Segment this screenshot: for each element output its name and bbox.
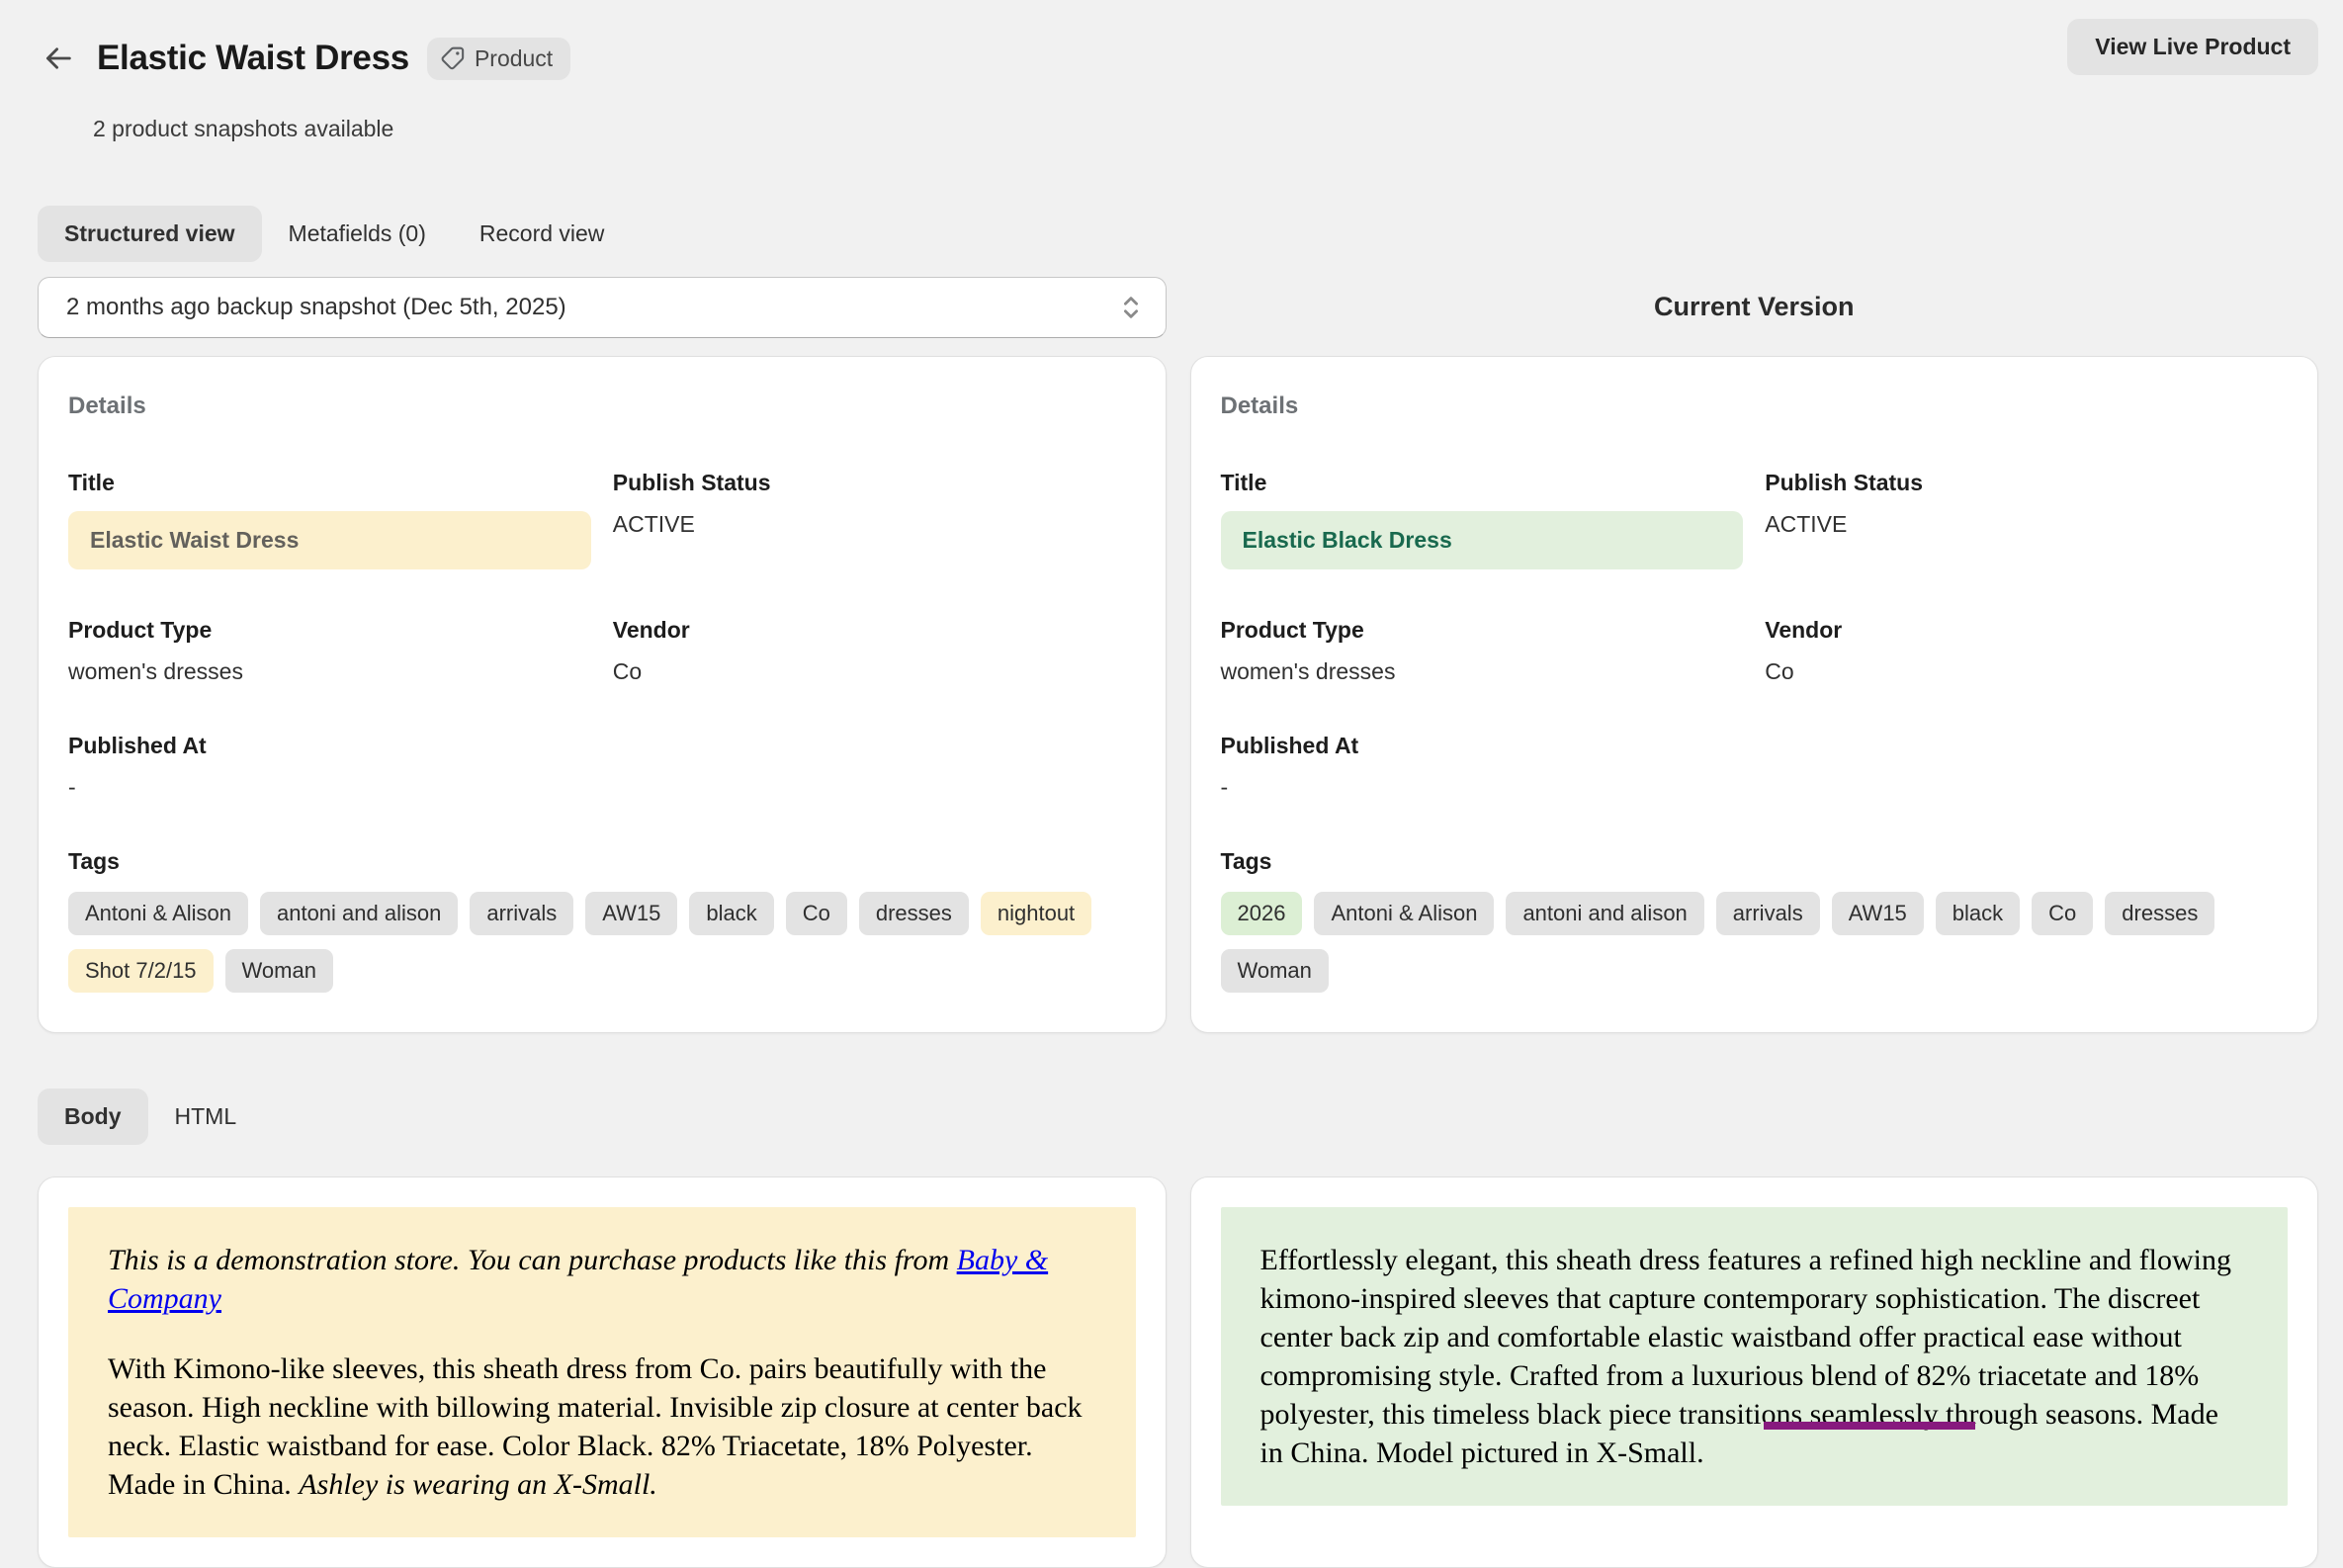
snapshot-body-intro-text: This is a demonstration store. You can p… — [108, 1243, 957, 1276]
tag-pill: black — [1935, 891, 2021, 935]
tag-pill: black — [689, 891, 774, 935]
back-button[interactable] — [38, 38, 79, 79]
snapshots-available-subtitle: 2 product snapshots available — [93, 115, 394, 141]
tag-pill: Woman — [1220, 948, 1329, 993]
snapshot-body-intro: This is a demonstration store. You can p… — [108, 1241, 1096, 1318]
field-title: Title Elastic Waist Dress — [68, 470, 591, 569]
field-vendor: Vendor Co — [613, 617, 1136, 685]
field-label-published-at: Published At — [1220, 732, 1359, 758]
current-title-value: Elastic Black Dress — [1220, 510, 1744, 569]
tag-pill: dresses — [858, 891, 969, 935]
details-heading: Details — [68, 392, 146, 419]
current-product-type-value: women's dresses — [1220, 657, 1396, 684]
snapshot-tags-section: Tags Antoni & Alison antoni and alison a… — [68, 848, 1136, 993]
snapshot-details-card: Details Title Elastic Waist Dress Publis… — [38, 355, 1167, 1033]
view-tabs: Structured view Metafields (0) Record vi… — [38, 205, 2318, 262]
field-label-product-type: Product Type — [68, 616, 213, 643]
snapshot-body-description: With Kimono-like sleeves, this sheath dr… — [108, 1350, 1096, 1504]
field-label-tags: Tags — [1220, 847, 1272, 874]
body-tabs: Body HTML — [38, 1088, 2318, 1145]
field-label-publish-status: Publish Status — [612, 469, 771, 495]
snapshot-body-description-em: Ashley is wearing an X-Small. — [299, 1467, 657, 1501]
tag-pill: AW15 — [1831, 891, 1924, 935]
tab-html[interactable]: HTML — [148, 1089, 264, 1145]
title-row: Elastic Waist Dress Product — [38, 16, 571, 102]
purple-partial-element — [1764, 1422, 1975, 1430]
snapshot-tag-list: Antoni & Alison antoni and alison arriva… — [68, 891, 1136, 993]
tag-pill: antoni and alison — [259, 891, 459, 935]
page-title: Elastic Waist Dress — [97, 39, 409, 78]
field-product-type: Product Type women's dresses — [1221, 617, 1744, 685]
field-published-at: Published At - — [68, 733, 591, 801]
field-vendor: Vendor Co — [1765, 617, 2288, 685]
snapshot-publish-status-value: ACTIVE — [612, 510, 695, 537]
details-heading: Details — [1220, 392, 1299, 419]
current-vendor-value: Co — [1765, 657, 1794, 684]
tag-pill: dresses — [2105, 891, 2215, 935]
snapshot-fields: Title Elastic Waist Dress Publish Status… — [68, 470, 1136, 801]
field-title: Title Elastic Black Dress — [1220, 469, 1744, 569]
tag-pill: antoni and alison — [1506, 891, 1704, 935]
current-version-heading: Current Version — [1653, 292, 1855, 322]
selector-row: 2 months ago backup snapshot (Dec 5th, 2… — [38, 276, 2318, 338]
tag-icon — [440, 45, 466, 71]
field-product-type: Product Type women's dresses — [68, 617, 591, 685]
current-tags-section: Tags 2026 Antoni & Alison antoni and ali… — [1220, 847, 2289, 993]
field-label-title: Title — [68, 469, 115, 495]
current-published-at-value: - — [1220, 773, 1229, 800]
field-label-vendor: Vendor — [1765, 616, 1843, 643]
field-label-vendor: Vendor — [612, 616, 690, 643]
snapshot-body-block: This is a demonstration store. You can p… — [68, 1206, 1136, 1537]
field-label-title: Title — [1220, 469, 1267, 495]
snapshot-body-card: This is a demonstration store. You can p… — [38, 1176, 1167, 1568]
tag-pill: Co — [2032, 891, 2094, 935]
current-body-block: Effortlessly elegant, this sheath dress … — [1220, 1206, 2288, 1506]
tag-pill: arrivals — [1715, 891, 1820, 935]
details-cards-row: Details Title Elastic Waist Dress Publis… — [38, 355, 2318, 1033]
tag-pill: Co — [785, 891, 847, 935]
field-published-at: Published At - — [1221, 733, 1744, 801]
current-fields: Title Elastic Black Dress Publish Status… — [1220, 469, 2289, 801]
tag-pill: Antoni & Alison — [1314, 891, 1495, 935]
tag-pill-removed: nightout — [980, 891, 1092, 935]
snapshot-published-at-value: - — [68, 773, 76, 800]
current-body-card: Effortlessly elegant, this sheath dress … — [1189, 1176, 2318, 1568]
current-body-description: Effortlessly elegant, this sheath dress … — [1259, 1243, 2231, 1469]
product-badge-label: Product — [474, 44, 554, 71]
current-publish-status-value: ACTIVE — [1765, 510, 1848, 537]
snapshot-body-link[interactable]: Baby & Company — [108, 1243, 1049, 1315]
tag-pill-added: 2026 — [1220, 891, 1303, 935]
field-publish-status: Publish Status ACTIVE — [1765, 470, 2288, 569]
tag-pill: arrivals — [470, 891, 574, 935]
field-label-tags: Tags — [68, 847, 120, 874]
tab-structured-view[interactable]: Structured view — [38, 205, 262, 262]
snapshot-select[interactable]: 2 months ago backup snapshot (Dec 5th, 2… — [38, 276, 1167, 338]
body-cards-row: This is a demonstration store. You can p… — [38, 1176, 2318, 1568]
product-type-badge: Product — [426, 37, 571, 80]
view-live-product-button[interactable]: View Live Product — [2067, 19, 2318, 75]
snapshot-product-type-value: women's dresses — [68, 657, 243, 684]
snapshot-select-value: 2 months ago backup snapshot (Dec 5th, 2… — [66, 293, 566, 320]
current-tag-list: 2026 Antoni & Alison antoni and alison a… — [1220, 891, 2289, 993]
field-label-product-type: Product Type — [1220, 616, 1364, 643]
snapshot-vendor-value: Co — [612, 657, 643, 684]
field-publish-status: Publish Status ACTIVE — [613, 470, 1136, 569]
tab-metafields[interactable]: Metafields (0) — [262, 206, 453, 262]
current-details-card: Details Title Elastic Black Dress Publis… — [1189, 355, 2318, 1033]
snapshot-title-value: Elastic Waist Dress — [68, 510, 591, 569]
tag-pill-removed: Shot 7/2/15 — [68, 948, 214, 993]
topbar-left: Elastic Waist Dress Product 2 product sn… — [38, 16, 571, 142]
tag-pill: Antoni & Alison — [68, 891, 248, 935]
tab-record-view[interactable]: Record view — [453, 206, 632, 262]
tab-body[interactable]: Body — [38, 1088, 148, 1145]
field-label-publish-status: Publish Status — [1765, 469, 1923, 495]
tag-pill: Woman — [224, 948, 333, 993]
arrow-left-icon — [42, 42, 75, 75]
field-label-published-at: Published At — [68, 732, 207, 758]
tag-pill: AW15 — [585, 891, 678, 935]
topbar: Elastic Waist Dress Product 2 product sn… — [38, 16, 2318, 142]
updown-chevrons-icon — [1118, 293, 1144, 322]
